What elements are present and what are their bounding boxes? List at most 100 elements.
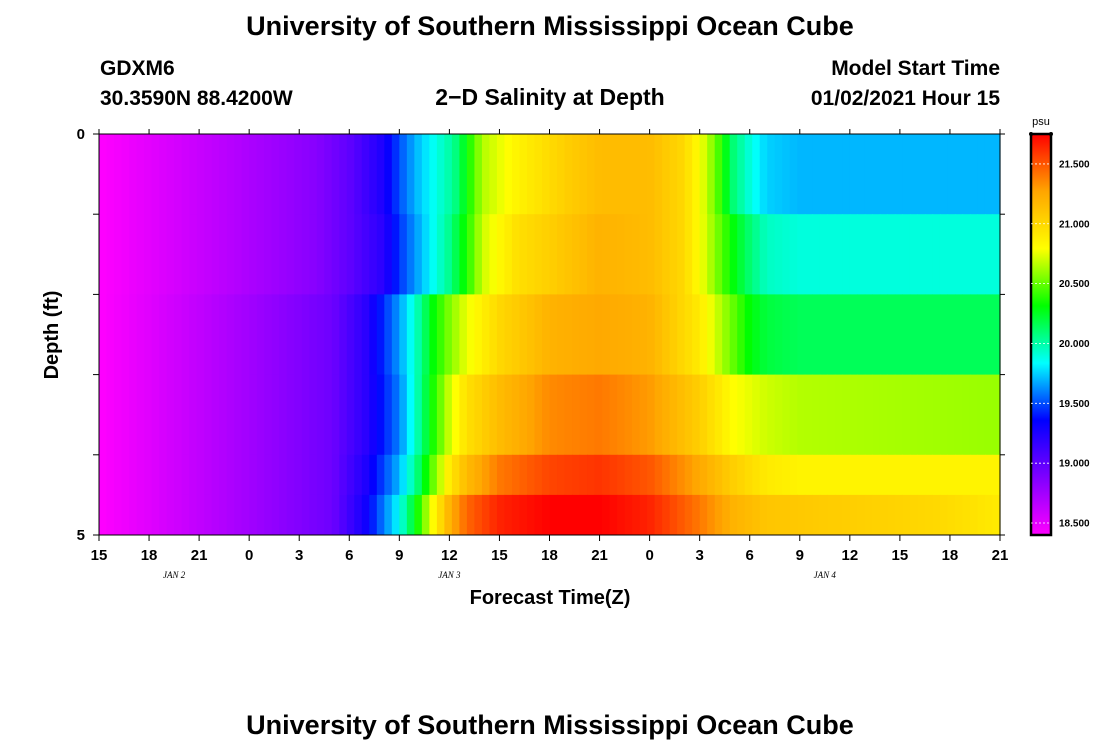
heatmap-cell (632, 294, 641, 375)
heatmap-cell (384, 134, 393, 215)
heatmap-cell (121, 294, 130, 375)
heatmap-cell (309, 454, 318, 496)
heatmap-cell (541, 494, 551, 536)
heatmap-cell (782, 294, 791, 375)
heatmap-cell (264, 214, 273, 295)
heatmap-cell (609, 294, 618, 375)
heatmap-cell (932, 294, 941, 375)
heatmap-cell (587, 294, 596, 375)
heatmap-cell (346, 374, 355, 456)
heatmap-cell (714, 294, 723, 375)
heatmap-cell (286, 214, 295, 295)
x-tick-label: 6 (345, 547, 353, 564)
heatmap-cell (932, 134, 941, 215)
heatmap-cell (587, 134, 596, 215)
heatmap-cell (466, 134, 476, 215)
heatmap-cell (106, 294, 115, 375)
heatmap-cell (594, 294, 603, 375)
heatmap-cell (474, 134, 483, 215)
heatmap-cell (436, 294, 445, 375)
heatmap-cell (189, 214, 198, 295)
heatmap-cell (624, 214, 633, 295)
heatmap-cell (564, 454, 573, 496)
heatmap-cell (789, 294, 798, 375)
heatmap-cell (211, 134, 220, 215)
heatmap-cell (864, 374, 873, 456)
heatmap-cell (136, 134, 145, 215)
heatmap-cell (609, 494, 618, 536)
heatmap-cell (429, 294, 438, 375)
y-axis: 05 (77, 126, 1005, 544)
heatmap-cell (662, 294, 671, 375)
heatmap-cell (384, 294, 393, 375)
heatmap-cell (902, 494, 911, 536)
heatmap-cell (834, 294, 843, 375)
heatmap-cell (264, 294, 273, 375)
heatmap-cell (504, 374, 513, 456)
heatmap-cell (759, 374, 768, 456)
heatmap-cell (226, 494, 235, 536)
heatmap-cell (241, 494, 250, 536)
heatmap-cell (294, 494, 303, 536)
heatmap-cell (504, 294, 513, 375)
heatmap-cell (932, 214, 941, 295)
heatmap-cell (399, 294, 408, 375)
heatmap-cell (939, 374, 949, 456)
heatmap-cell (99, 374, 108, 456)
heatmap-cell (684, 214, 693, 295)
heatmap-cell (707, 374, 716, 456)
heatmap-cell (414, 374, 423, 456)
heatmap-cell (361, 294, 370, 375)
x-tick-label: 9 (395, 547, 403, 564)
heatmap-cell (511, 374, 521, 456)
heatmap-cell (249, 294, 258, 375)
heatmap-cell (436, 494, 445, 536)
heatmap-cell (121, 494, 130, 536)
heatmap-cell (744, 134, 753, 215)
heatmap-cell (234, 374, 243, 456)
heatmap-cell (947, 134, 956, 215)
heatmap-cell (166, 294, 175, 375)
heatmap-cell (136, 294, 145, 375)
colorbar-corner (1029, 132, 1033, 136)
heatmap-cell (939, 134, 949, 215)
heatmap-cell (144, 214, 153, 295)
heatmap-cell (114, 214, 123, 295)
heatmap-cell (249, 374, 258, 456)
heatmap-cell (519, 454, 528, 496)
heatmap-cell (894, 294, 903, 375)
heatmap-cell (496, 214, 506, 295)
heatmap-cell (932, 454, 941, 496)
heatmap-cell (181, 374, 190, 456)
heatmap-cell (286, 374, 295, 456)
heatmap-cell (594, 454, 603, 496)
heatmap-cell (872, 374, 881, 456)
heatmap-cell (489, 454, 498, 496)
heatmap-cell (857, 134, 866, 215)
heatmap-cell (962, 454, 971, 496)
heatmap-cell (144, 374, 153, 456)
heatmap-cell (617, 294, 626, 375)
heatmap-cell (339, 494, 348, 536)
heatmap-cell (917, 294, 926, 375)
heatmap-cell (361, 454, 370, 496)
heatmap-cell (444, 454, 453, 496)
colorbar-tick-label: 20.000 (1059, 339, 1090, 350)
heatmap-cell (534, 294, 543, 375)
heatmap-cell (789, 134, 798, 215)
heatmap-cell (564, 214, 573, 295)
heatmap-cell (226, 454, 235, 496)
heatmap-cell (692, 294, 701, 375)
heatmap-cell (301, 374, 310, 456)
heatmap-cell (534, 134, 543, 215)
heatmap-cell (211, 374, 220, 456)
heatmap-cell (144, 134, 153, 215)
heatmap-cell (819, 134, 828, 215)
heatmap-cell (587, 454, 596, 496)
heatmap-cell (677, 134, 686, 215)
colorbar-tick-label: 18.500 (1059, 519, 1090, 530)
heatmap-cell (414, 214, 423, 295)
heatmap-cell (159, 494, 168, 536)
salinity-heatmap (99, 134, 1001, 536)
heatmap-cell (684, 454, 693, 496)
